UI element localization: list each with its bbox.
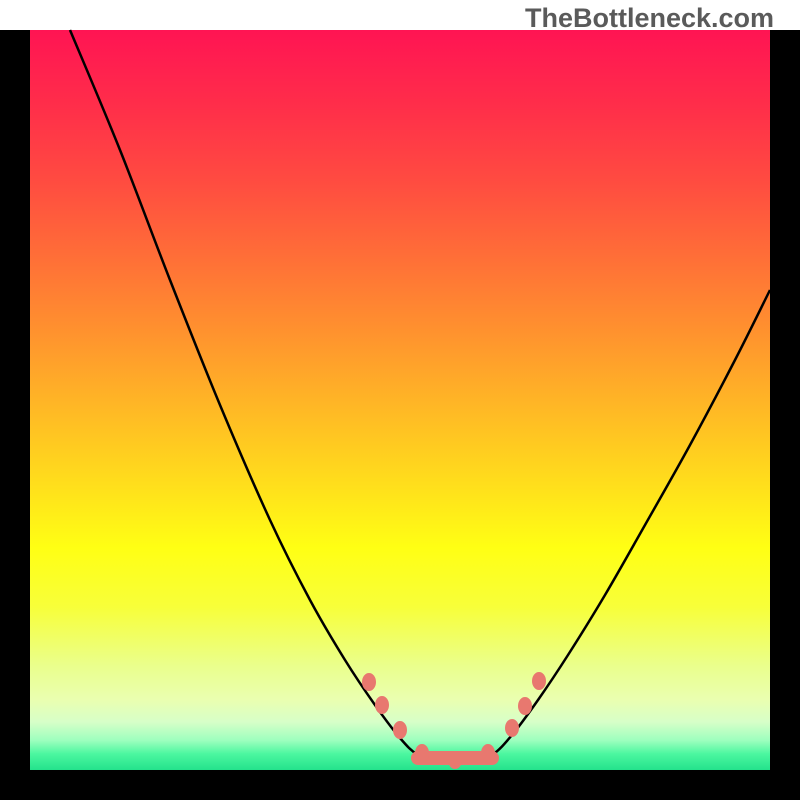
watermark-text: TheBottleneck.com bbox=[525, 3, 774, 34]
chart-gradient-area bbox=[30, 30, 770, 770]
